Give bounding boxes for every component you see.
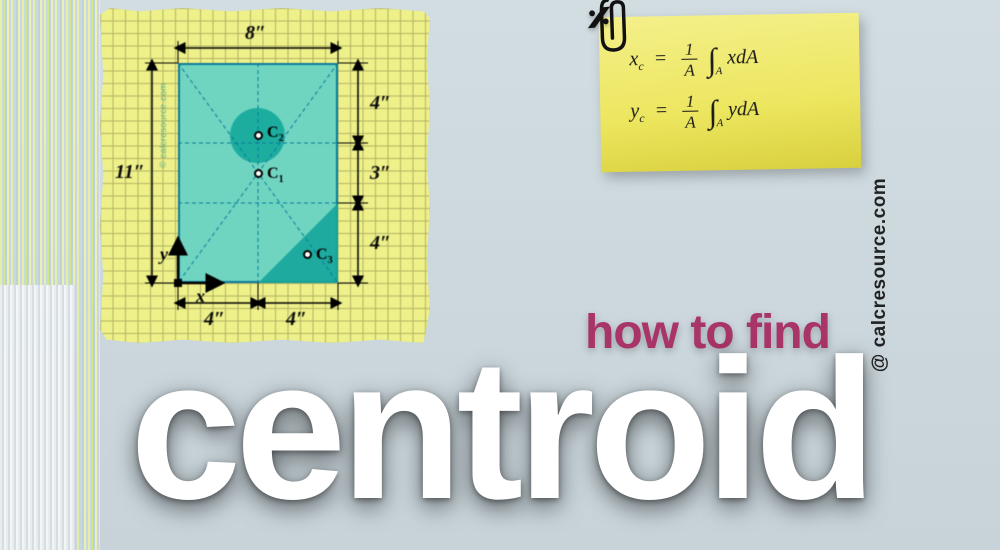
site-credit-label: @ calcresource.com	[869, 178, 891, 372]
axis-x-label: x	[196, 286, 205, 307]
left-edge-glitch	[0, 0, 100, 550]
c2-point	[254, 131, 263, 140]
c3-point	[303, 250, 312, 259]
dim-r2: 3″	[370, 162, 391, 185]
formula-xc: xc = 1A ∫A xdA	[629, 38, 845, 80]
diagram-credit: © calcresource.com	[158, 83, 168, 168]
main-title-text: centroid	[130, 330, 871, 530]
paperclip-svg-icon	[595, 0, 631, 57]
formula-yc: yc = 1A ∫A ydA	[630, 90, 846, 132]
c1-point	[254, 169, 263, 178]
c1-label: C1	[267, 165, 284, 185]
dim-top: 8″	[245, 22, 266, 45]
diagram-paper: C1 C2 C3 8″ 11″ 4″ 3″ 4″ 4″ 4″ x y © cal…	[100, 8, 430, 343]
dim-r3: 4″	[370, 232, 391, 255]
dim-r1: 4″	[370, 92, 391, 115]
formula-sticky-note: xc = 1A ∫A xdA yc = 1A ∫A ydA	[599, 13, 862, 173]
c3-label: C3	[316, 246, 333, 266]
dim-left: 11″	[115, 161, 145, 184]
axis-y-label: y	[160, 244, 168, 265]
c2-label: C2	[267, 124, 284, 144]
